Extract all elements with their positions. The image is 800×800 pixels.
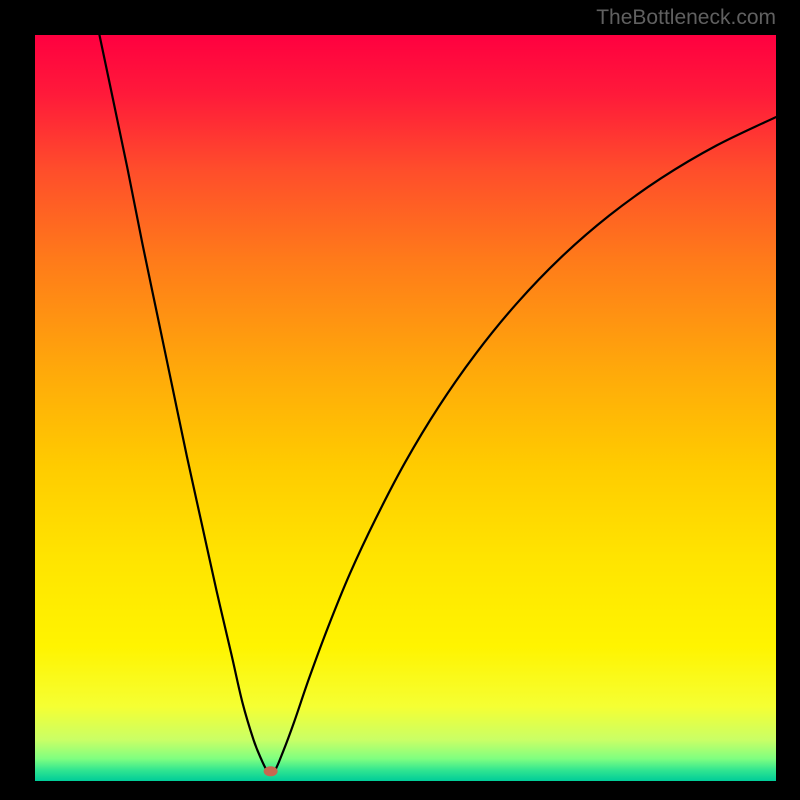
optimal-point-marker xyxy=(264,766,278,776)
watermark-text: TheBottleneck.com xyxy=(596,6,776,30)
bottleneck-chart xyxy=(35,35,776,781)
chart-svg xyxy=(35,35,776,781)
chart-background xyxy=(35,35,776,781)
